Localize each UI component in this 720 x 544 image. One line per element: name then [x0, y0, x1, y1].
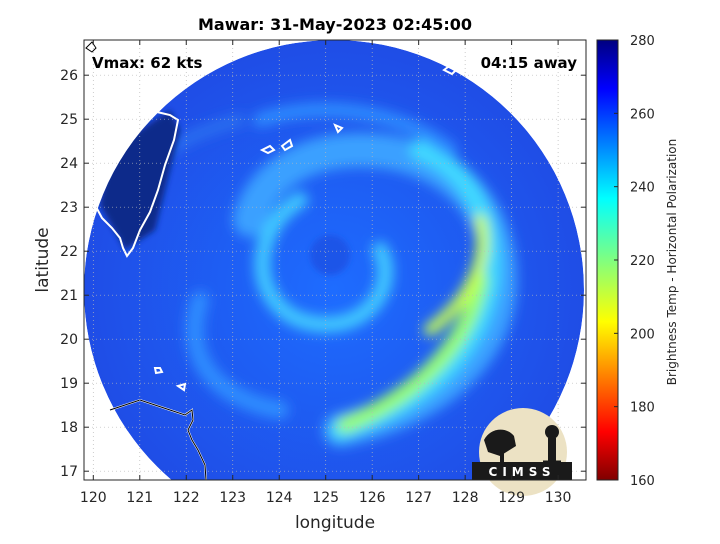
y-tick-label: 17	[60, 464, 78, 480]
colorbar-tick-label: 260	[630, 107, 655, 122]
colorbar-tick-label: 160	[630, 474, 655, 489]
x-tick-label: 122	[173, 490, 200, 506]
colorbar-ticks: 160 180 200 220 240 260 280	[614, 34, 655, 489]
y-axis-ticks: 17 18 19 20 21 22 23 24 25 26	[60, 68, 586, 480]
x-tick-label: 125	[312, 490, 339, 506]
x-axis-label: longitude	[295, 513, 375, 533]
y-tick-label: 20	[60, 332, 78, 348]
colorbar-tick-label: 180	[630, 401, 655, 416]
chart-title: Mawar: 31-May-2023 02:45:00	[198, 15, 472, 34]
brightness-temp-swath	[84, 40, 584, 480]
vmax-label: Vmax: 62 kts	[92, 54, 202, 72]
y-tick-label: 24	[60, 156, 78, 172]
x-tick-label: 124	[266, 490, 293, 506]
y-tick-label: 18	[60, 420, 78, 436]
time-away-label: 04:15 away	[481, 54, 578, 72]
y-tick-label: 22	[60, 244, 78, 260]
x-tick-label: 127	[405, 490, 432, 506]
x-tick-label: 121	[126, 490, 153, 506]
colorbar-label: Brightness Temp - Horizontal Polarizatio…	[665, 139, 679, 386]
taiwan-coastline	[93, 110, 180, 258]
x-tick-label: 120	[80, 490, 107, 506]
cimss-logo: CIMSS	[472, 408, 572, 496]
colorbar: 160 180 200 220 240 260 280 Brightness Temp - …	[596, 34, 679, 489]
colorbar-tick-label: 240	[630, 181, 655, 196]
y-tick-label: 21	[60, 288, 78, 304]
x-tick-label: 126	[359, 490, 386, 506]
x-tick-label: 129	[498, 490, 525, 506]
gridlines	[84, 40, 586, 480]
x-tick-label: 130	[545, 490, 572, 506]
x-tick-label: 123	[219, 490, 246, 506]
colorbar-tick-label: 200	[630, 327, 655, 342]
y-tick-label: 26	[60, 68, 78, 84]
y-axis-label: latitude	[33, 227, 53, 292]
y-tick-label: 25	[60, 112, 78, 128]
y-tick-label: 19	[60, 376, 78, 392]
y-tick-label: 23	[60, 200, 78, 216]
x-axis-ticks: 120 121 122 123 124 125 126 127 128 129 130	[80, 40, 572, 506]
x-tick-label: 128	[452, 490, 479, 506]
plot-frame	[83, 39, 587, 481]
colorbar-tick-label: 280	[630, 34, 655, 49]
colorbar-tick-label: 220	[630, 254, 655, 269]
cimss-logo-text: CIMSS	[489, 465, 556, 479]
